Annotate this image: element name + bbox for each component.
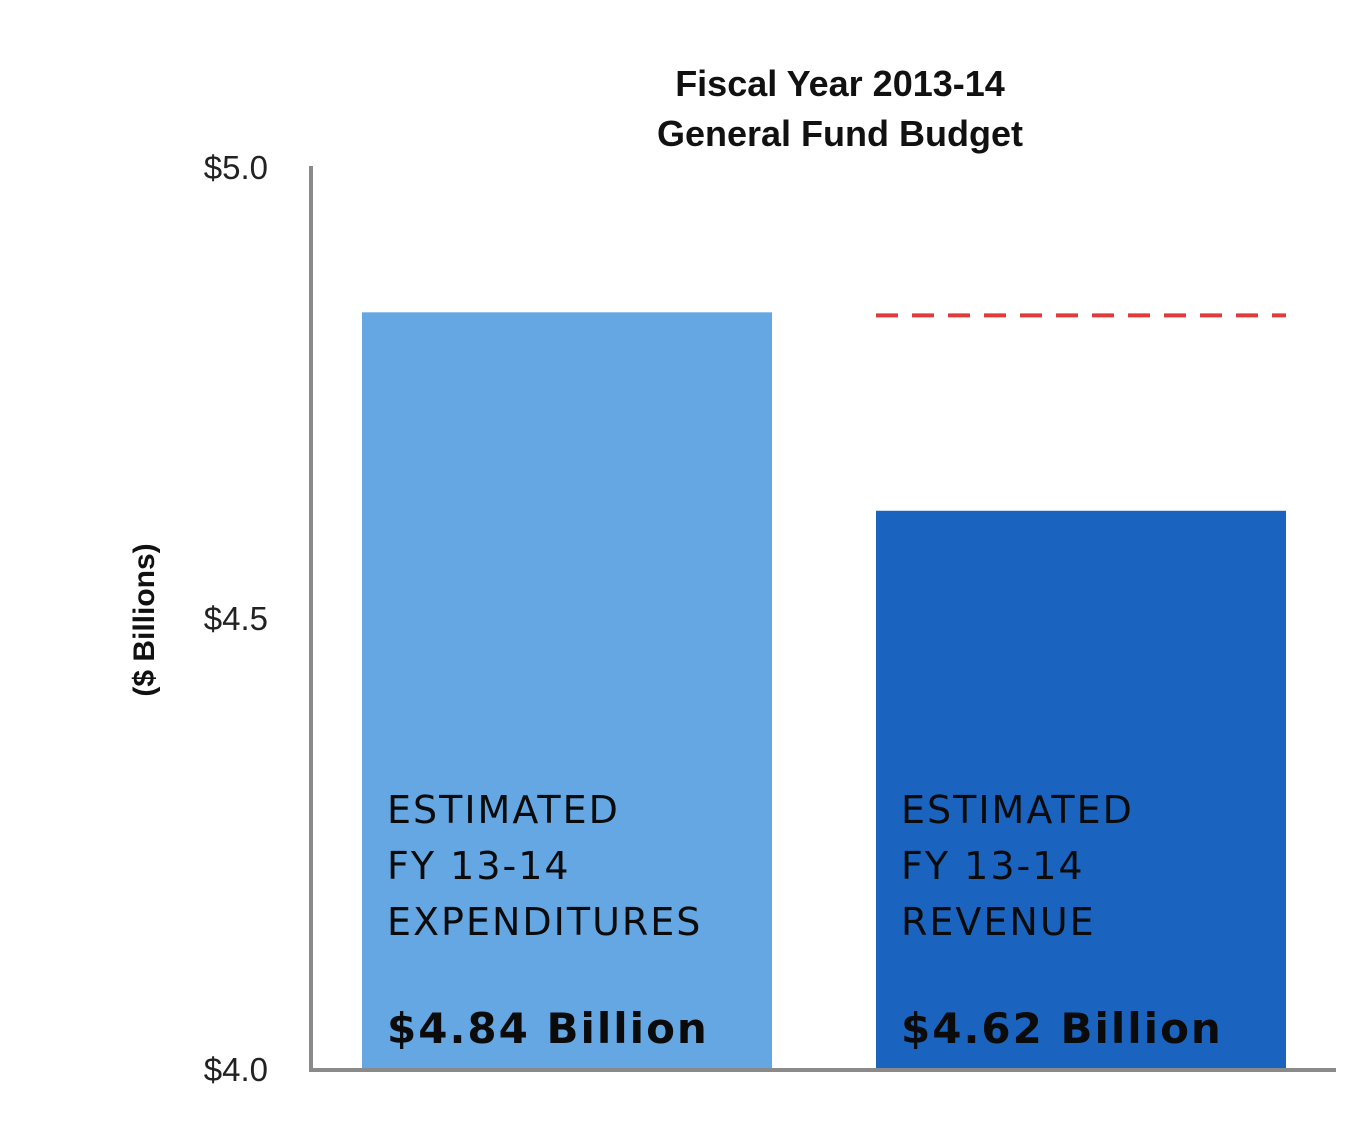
y-tick-label: $4.5 [203,600,268,637]
bar-value-label: $4.84 Billion [387,1004,709,1053]
bar-category-label: ESTIMATED FY 13-14 EXPENDITURES [387,782,702,950]
bar-category-line: FY 13-14 [901,844,1085,888]
bar-value-label: $4.62 Billion [901,1004,1223,1053]
chart-title-line-1: Fiscal Year 2013-14 [675,63,1005,104]
bar-0 [362,312,772,1070]
chart-title-line-2: General Fund Budget [656,113,1023,154]
bar-1 [876,510,1286,1070]
bar-category-label: ESTIMATED FY 13-14 REVENUE [901,782,1134,950]
y-tick-label: $5.0 [203,149,268,186]
bar-category-line: FY 13-14 [387,844,571,888]
bar-category-line: REVENUE [901,900,1096,944]
y-tick-label: $4.0 [203,1051,268,1088]
bar-category-line: ESTIMATED [387,788,620,832]
bar-category-line: EXPENDITURES [387,900,703,944]
bar-category-line: ESTIMATED [901,788,1134,832]
